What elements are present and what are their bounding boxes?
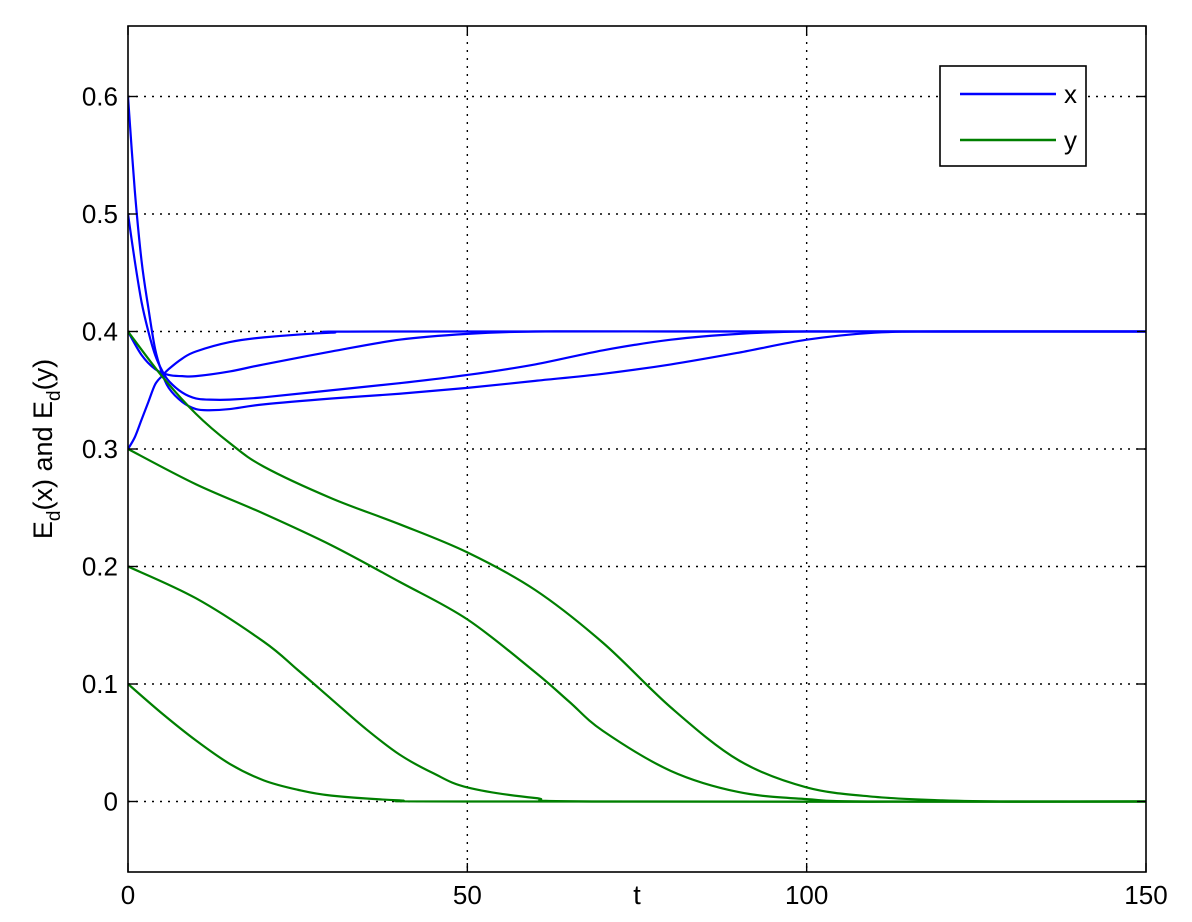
series-lines xyxy=(128,95,1146,803)
y-tick-label: 0.3 xyxy=(82,434,118,464)
x-tick-label: 100 xyxy=(785,880,828,910)
y-tick-label: 0.1 xyxy=(82,669,118,699)
legend-label-x: x xyxy=(1064,79,1077,109)
x-tick-label: 150 xyxy=(1124,880,1167,910)
legend-box xyxy=(939,65,1087,167)
y-tick-label: 0.2 xyxy=(82,552,118,582)
legend: xy xyxy=(939,65,1087,167)
y-tick-label: 0 xyxy=(104,787,118,817)
y-axis-label-mid1: (x) and xyxy=(28,419,58,511)
series-line-y-5 xyxy=(128,330,1146,803)
y-axis-label-e1: E xyxy=(28,521,58,539)
y-axis-label: Ed(x) and Ed(y) xyxy=(28,359,65,539)
y-axis-label-sub2: d xyxy=(44,390,65,401)
series-line-x-1 xyxy=(128,95,1146,412)
y-axis-label-sub1: d xyxy=(44,511,65,522)
series-line-x-2 xyxy=(128,212,1146,401)
y-axis-label-e2: E xyxy=(28,401,58,419)
y-axis-label-mid2: (y) xyxy=(28,359,58,390)
x-tick-label: 0 xyxy=(121,880,135,910)
axis-ticks: 0 50 100 150 0 0.1 0.2 0.3 0.4 0.5 0.6 xyxy=(82,26,1168,910)
y-tick-label: 0.4 xyxy=(82,317,118,347)
x-axis-label: t xyxy=(633,880,641,910)
y-tick-label: 0.5 xyxy=(82,199,118,229)
x-tick-label: 50 xyxy=(453,880,482,910)
legend-label-y: y xyxy=(1064,125,1077,155)
y-tick-label: 0.6 xyxy=(82,82,118,112)
series-line-x-4 xyxy=(128,330,1146,451)
series-line-y-8 xyxy=(128,682,1146,803)
